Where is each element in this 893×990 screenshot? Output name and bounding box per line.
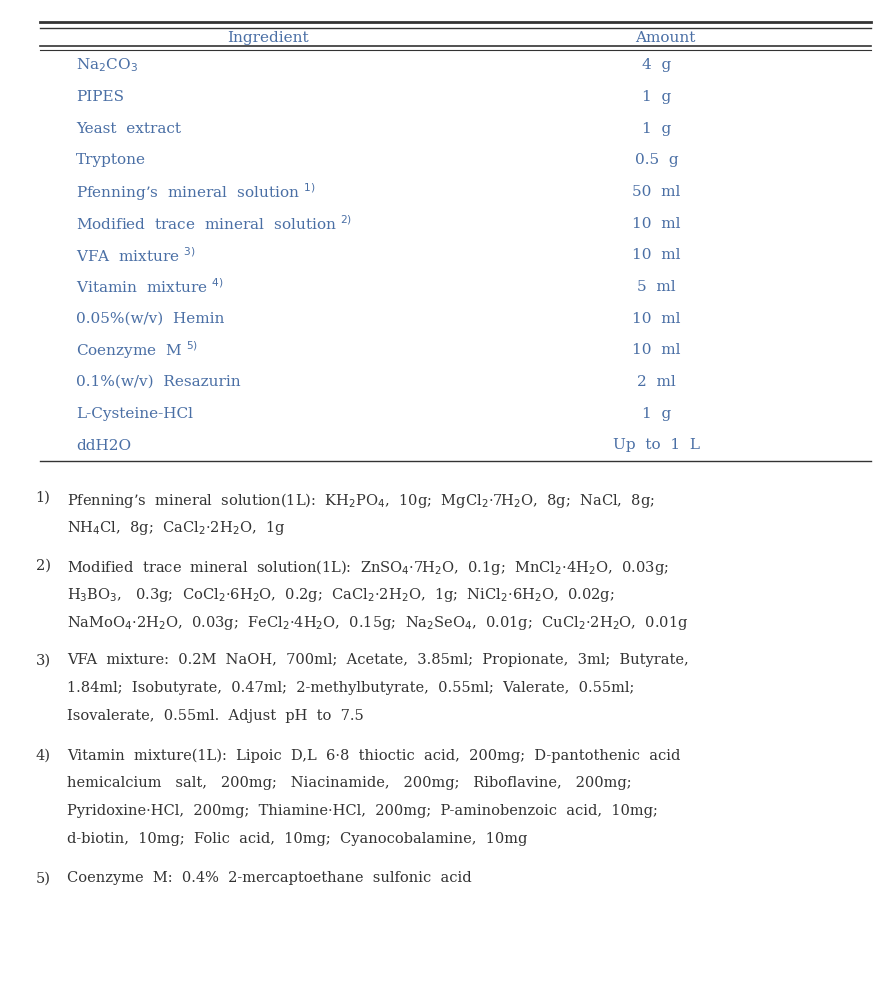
Text: Coenzyme  M:  0.4%  2-mercaptoethane  sulfonic  acid: Coenzyme M: 0.4% 2-mercaptoethane sulfon… [67,871,472,885]
Text: 0.1%(w/v)  Resazurin: 0.1%(w/v) Resazurin [76,375,240,389]
Text: NH$_4$Cl,  8g;  CaCl$_2$·2H$_2$O,  1g: NH$_4$Cl, 8g; CaCl$_2$·2H$_2$O, 1g [67,519,286,537]
Text: 5  ml: 5 ml [637,280,676,294]
Text: Up  to  1  L: Up to 1 L [613,439,700,452]
Text: Modified  trace  mineral  solution(1L):  ZnSO$_4$·7H$_2$O,  0.1g;  MnCl$_2$·4H$_: Modified trace mineral solution(1L): ZnS… [67,558,669,577]
Text: Modified  trace  mineral  solution $^{2)}$: Modified trace mineral solution $^{2)}$ [76,215,352,233]
Text: 1  g: 1 g [642,122,671,136]
Text: 3): 3) [36,653,51,667]
Text: hemicalcium   salt,   200mg;   Niacinamide,   200mg;   Riboflavine,   200mg;: hemicalcium salt, 200mg; Niacinamide, 20… [67,776,631,790]
Text: H$_3$BO$_3$,   0.3g;  CoCl$_2$·6H$_2$O,  0.2g;  CaCl$_2$·2H$_2$O,  1g;  NiCl$_2$: H$_3$BO$_3$, 0.3g; CoCl$_2$·6H$_2$O, 0.2… [67,586,614,604]
Text: Pyridoxine·HCl,  200mg;  Thiamine·HCl,  200mg;  P-aminobenzoic  acid,  10mg;: Pyridoxine·HCl, 200mg; Thiamine·HCl, 200… [67,804,658,818]
Text: 0.5  g: 0.5 g [635,153,678,167]
Text: Coenzyme  M $^{5)}$: Coenzyme M $^{5)}$ [76,340,198,361]
Text: Yeast  extract: Yeast extract [76,122,181,136]
Text: Ingredient: Ingredient [227,31,309,45]
Text: 1.84ml;  Isobutyrate,  0.47ml;  2-methylbutyrate,  0.55ml;  Valerate,  0.55ml;: 1.84ml; Isobutyrate, 0.47ml; 2-methylbut… [67,681,634,695]
Text: L-Cysteine-HCl: L-Cysteine-HCl [76,407,193,421]
Text: PIPES: PIPES [76,90,124,104]
Text: 1  g: 1 g [642,407,671,421]
Text: Vitamin  mixture(1L):  Lipoic  D,L  6·8  thioctic  acid,  200mg;  D-pantothenic : Vitamin mixture(1L): Lipoic D,L 6·8 thio… [67,748,680,763]
Text: 1): 1) [36,491,51,505]
Text: Na$_2$CO$_3$: Na$_2$CO$_3$ [76,56,138,74]
Text: 10  ml: 10 ml [632,248,680,262]
Text: 5): 5) [36,871,51,885]
Text: VFA  mixture:  0.2M  NaOH,  700ml;  Acetate,  3.85ml;  Propionate,  3ml;  Butyra: VFA mixture: 0.2M NaOH, 700ml; Acetate, … [67,653,689,667]
Text: Tryptone: Tryptone [76,153,146,167]
Text: Amount: Amount [635,31,696,45]
Text: Pfenning’s  mineral  solution(1L):  KH$_2$PO$_4$,  10g;  MgCl$_2$·7H$_2$O,  8g; : Pfenning’s mineral solution(1L): KH$_2$P… [67,491,655,510]
Text: Pfenning’s  mineral  solution $^{1)}$: Pfenning’s mineral solution $^{1)}$ [76,181,315,203]
Text: 2  ml: 2 ml [637,375,676,389]
Text: 1  g: 1 g [642,90,671,104]
Text: 0.05%(w/v)  Hemin: 0.05%(w/v) Hemin [76,312,224,326]
Text: d-biotin,  10mg;  Folic  acid,  10mg;  Cyanocobalamine,  10mg: d-biotin, 10mg; Folic acid, 10mg; Cyanoc… [67,832,528,845]
Text: Isovalerate,  0.55ml.  Adjust  pH  to  7.5: Isovalerate, 0.55ml. Adjust pH to 7.5 [67,709,363,723]
Text: Vitamin  mixture $^{4)}$: Vitamin mixture $^{4)}$ [76,278,223,296]
Text: 10  ml: 10 ml [632,217,680,231]
Text: 2): 2) [36,558,51,572]
Text: 10  ml: 10 ml [632,312,680,326]
Text: 50  ml: 50 ml [632,185,680,199]
Text: VFA  mixture $^{3)}$: VFA mixture $^{3)}$ [76,247,196,264]
Text: ddH2O: ddH2O [76,439,131,452]
Text: 10  ml: 10 ml [632,344,680,357]
Text: 4  g: 4 g [642,58,671,72]
Text: NaMoO$_4$·2H$_2$O,  0.03g;  FeCl$_2$·4H$_2$O,  0.15g;  Na$_2$SeO$_4$,  0.01g;  C: NaMoO$_4$·2H$_2$O, 0.03g; FeCl$_2$·4H$_2… [67,614,689,632]
Text: 4): 4) [36,748,51,762]
